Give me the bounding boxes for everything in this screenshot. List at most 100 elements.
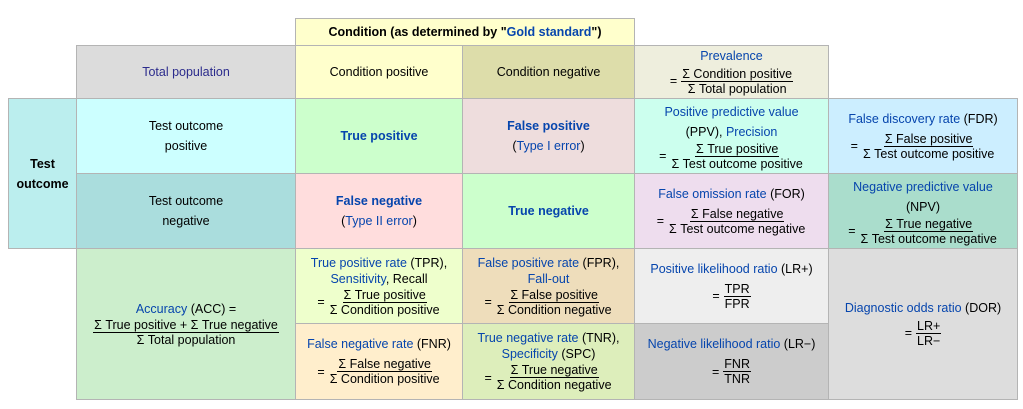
fnr-abbr: (FNR): [413, 337, 451, 351]
tnr-numerator: Σ True negative: [509, 363, 599, 378]
true-negative-link[interactable]: True negative: [508, 204, 589, 218]
accuracy-numerator: Σ True positive + Σ True negative: [93, 317, 279, 333]
tnr-denominator: Σ Condition negative: [496, 378, 612, 392]
condition-positive-cell: Condition positive: [295, 45, 463, 99]
fdr-numerator: Σ False positive: [883, 131, 974, 147]
lr-positive-numerator: TPR: [723, 281, 751, 297]
lr-negative-numerator: FNR: [723, 357, 751, 372]
type-ii-error-link[interactable]: Type II error: [345, 214, 413, 228]
false-negative-cell: False negative (Type II error): [295, 173, 463, 249]
tpr-link[interactable]: True positive rate: [310, 255, 407, 270]
fdr-abbr: (FDR): [960, 111, 998, 126]
accuracy-denominator: Σ Total population: [136, 332, 236, 347]
lr-negative-denominator: TNR: [724, 372, 750, 386]
ppv-cell: Positive predictive value (PPV), Precisi…: [634, 98, 829, 174]
lr-positive-equals: =: [712, 289, 720, 303]
test-outcome-negative-line1: Test outcome: [148, 194, 224, 208]
condition-negative-label: Condition negative: [496, 65, 601, 79]
true-positive-link[interactable]: True positive: [340, 129, 418, 143]
false-positive-cell: False positive (Type I error): [462, 98, 635, 174]
accuracy-abbr: (ACC) =: [187, 301, 237, 316]
condition-header: Condition (as determined by "Gold standa…: [295, 18, 635, 46]
precision-link[interactable]: Precision: [725, 124, 778, 139]
prevalence-link[interactable]: Prevalence: [700, 48, 763, 63]
for-link[interactable]: False omission rate: [658, 186, 767, 201]
lr-negative-cell: Negative likelihood ratio (LR−) = FNR TNR: [634, 323, 829, 400]
specificity-abbr: (SPC): [557, 347, 596, 361]
for-equals: =: [656, 214, 665, 228]
fpr-cell: False positive rate (FPR), Fall-out = Σ …: [462, 248, 635, 324]
npv-numerator: Σ True negative: [884, 216, 974, 232]
sensitivity-link[interactable]: Sensitivity: [330, 271, 386, 286]
fdr-link[interactable]: False discovery rate: [848, 111, 961, 126]
ppv-numerator: Σ True positive: [695, 141, 780, 157]
lr-negative-link[interactable]: Negative likelihood ratio: [647, 337, 781, 351]
condition-negative-cell: Condition negative: [462, 45, 635, 99]
tnr-cell: True negative rate (TNR), Specificity (S…: [462, 323, 635, 400]
npv-equals: =: [848, 224, 856, 238]
tnr-abbr: (TNR),: [578, 331, 620, 345]
false-negative-link[interactable]: False negative: [335, 194, 423, 208]
fnr-numerator: Σ False negative: [337, 357, 432, 372]
fnr-equals: =: [317, 364, 325, 379]
recall-link[interactable]: Recall: [392, 271, 428, 286]
prevalence-cell: Prevalence = Σ Condition positive Σ Total…: [634, 45, 829, 99]
fall-out-link[interactable]: Fall-out: [527, 271, 570, 286]
lr-positive-link[interactable]: Positive likelihood ratio: [650, 261, 778, 276]
fpr-link[interactable]: False positive rate: [477, 255, 580, 270]
test-outcome-label: Test outcome: [8, 98, 77, 249]
dor-equals: =: [904, 326, 913, 340]
total-population-label[interactable]: Total population: [142, 65, 230, 79]
fdr-cell: False discovery rate (FDR) = Σ False pos…: [828, 98, 1018, 174]
lr-positive-abbr: (LR+): [777, 261, 813, 276]
prevalence-equals: =: [669, 74, 678, 88]
test-outcome-positive-cell: Test outcome positive: [76, 98, 296, 174]
prevalence-numerator: Σ Condition positive: [681, 66, 794, 82]
tpr-equals: =: [317, 295, 325, 309]
fnr-link[interactable]: False negative rate: [307, 337, 414, 351]
gold-standard-link[interactable]: Gold standard: [506, 25, 592, 39]
ppv-equals: =: [659, 149, 667, 163]
fpr-equals: =: [484, 295, 492, 309]
ppv-link[interactable]: Positive predictive value: [664, 104, 799, 119]
tpr-abbr: (TPR),: [406, 255, 448, 270]
true-negative-cell: True negative: [462, 173, 635, 249]
for-denominator: Σ Test outcome negative: [669, 221, 806, 236]
tnr-link[interactable]: True negative rate: [477, 331, 579, 345]
npv-denominator: Σ Test outcome negative: [860, 231, 997, 246]
condition-header-prefix: Condition (as determined by ": [328, 25, 507, 39]
npv-link[interactable]: Negative predictive value: [853, 179, 993, 194]
dor-abbr: (DOR): [961, 300, 1002, 315]
tpr-denominator: Σ Condition positive: [329, 302, 440, 317]
false-positive-paren-close: ): [580, 139, 585, 153]
lr-negative-abbr: (LR−): [780, 337, 816, 351]
accuracy-link[interactable]: Accuracy: [135, 301, 188, 316]
type-i-error-link[interactable]: Type I error: [516, 139, 581, 153]
prevalence-denominator: Σ Total population: [687, 81, 787, 96]
lr-negative-equals: =: [711, 364, 720, 379]
false-positive-paren-open: (: [512, 139, 517, 153]
lr-positive-cell: Positive likelihood ratio (LR+) = TPR FPR: [634, 248, 829, 324]
test-outcome-line1: Test: [30, 156, 55, 171]
false-positive-link[interactable]: False positive: [507, 119, 590, 133]
ppv-abbr: (PPV),: [685, 124, 726, 139]
specificity-link[interactable]: Specificity: [501, 347, 558, 361]
lr-positive-denominator: FPR: [724, 296, 750, 311]
fnr-cell: False negative rate (FNR) = Σ False nega…: [295, 323, 463, 400]
for-cell: False omission rate (FOR) = Σ False nega…: [634, 173, 829, 249]
tpr-separator: ,: [385, 271, 393, 286]
for-numerator: Σ False negative: [689, 206, 785, 222]
fdr-denominator: Σ Test outcome positive: [862, 146, 995, 161]
tpr-cell: True positive rate (TPR), Sensitivity, R…: [295, 248, 463, 324]
test-outcome-positive-line2: positive: [164, 139, 208, 153]
fpr-abbr: (FPR),: [579, 255, 620, 270]
test-outcome-negative-cell: Test outcome negative: [76, 173, 296, 249]
dor-link[interactable]: Diagnostic odds ratio: [844, 300, 962, 315]
total-population-cell: Total population: [76, 45, 296, 99]
condition-positive-label: Condition positive: [329, 65, 429, 79]
dor-denominator: LR−: [917, 333, 941, 348]
dor-cell: Diagnostic odds ratio (DOR) = LR+ LR−: [828, 248, 1018, 400]
npv-cell: Negative predictive value (NPV) = Σ True…: [828, 173, 1018, 249]
for-abbr: (FOR): [766, 186, 805, 201]
test-outcome-negative-line2: negative: [162, 214, 210, 228]
